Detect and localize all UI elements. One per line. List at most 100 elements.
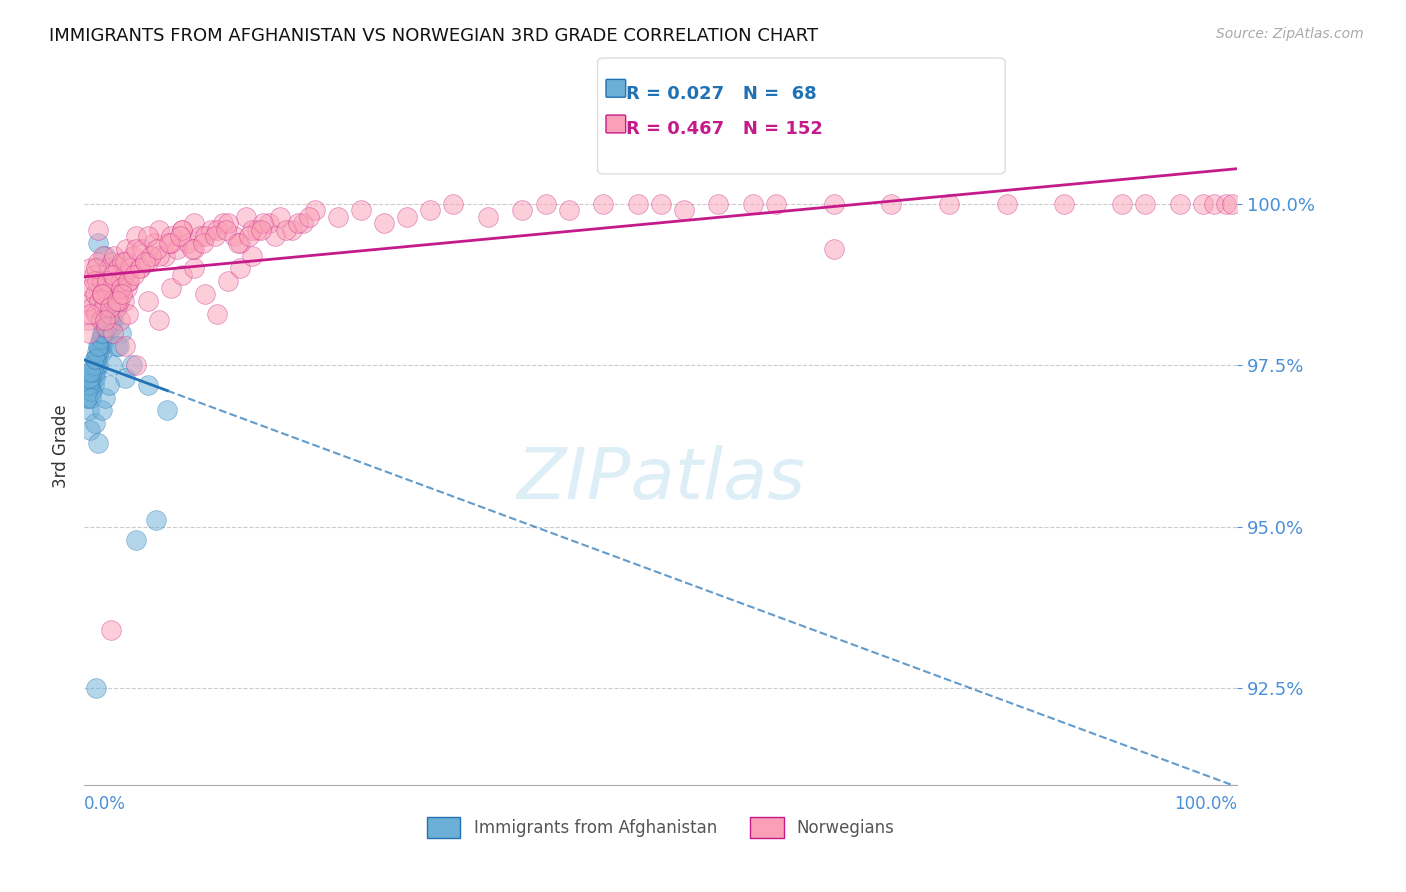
Point xyxy=(111,287,134,301)
Point xyxy=(87,223,110,237)
Point xyxy=(650,197,672,211)
Point xyxy=(77,403,100,417)
Point xyxy=(118,274,141,288)
Text: 0.0%: 0.0% xyxy=(84,795,127,813)
Point xyxy=(115,281,138,295)
Point xyxy=(120,261,142,276)
Point xyxy=(108,287,131,301)
Point xyxy=(83,351,105,366)
Point xyxy=(128,261,150,276)
Point xyxy=(938,197,960,211)
Point xyxy=(86,359,108,373)
Point xyxy=(169,229,191,244)
Point xyxy=(122,268,145,282)
Point xyxy=(218,216,240,230)
Point xyxy=(880,197,903,211)
Point xyxy=(91,326,114,340)
Point xyxy=(823,197,845,211)
Point xyxy=(125,229,148,244)
Point xyxy=(83,371,105,385)
Point xyxy=(90,287,112,301)
Point xyxy=(100,293,122,308)
Point xyxy=(96,313,118,327)
Point xyxy=(1168,197,1191,211)
Point xyxy=(89,339,111,353)
Point xyxy=(1133,197,1156,211)
Point xyxy=(114,339,136,353)
Point xyxy=(117,274,139,288)
Point xyxy=(257,216,280,230)
Point xyxy=(89,293,111,308)
Point xyxy=(194,287,217,301)
Point xyxy=(86,345,108,359)
Point xyxy=(86,274,108,288)
Point xyxy=(128,261,150,276)
Text: IMMIGRANTS FROM AFGHANISTAN VS NORWEGIAN 3RD GRADE CORRELATION CHART: IMMIGRANTS FROM AFGHANISTAN VS NORWEGIAN… xyxy=(49,27,818,45)
Point xyxy=(823,242,845,256)
Point xyxy=(183,242,205,256)
Point xyxy=(108,293,131,308)
Point xyxy=(117,307,139,321)
Point xyxy=(419,203,441,218)
Point xyxy=(157,235,180,250)
Point xyxy=(441,197,464,211)
Point xyxy=(96,319,118,334)
Point xyxy=(1053,197,1076,211)
Point xyxy=(103,326,124,340)
Point xyxy=(281,223,304,237)
Text: 100.0%: 100.0% xyxy=(1174,795,1237,813)
Point xyxy=(96,287,118,301)
Point xyxy=(94,313,117,327)
Point xyxy=(235,210,257,224)
Point xyxy=(396,210,419,224)
Point xyxy=(93,300,115,314)
Point xyxy=(77,371,100,385)
Point xyxy=(103,313,124,327)
Point xyxy=(1111,197,1133,211)
Point xyxy=(160,235,183,250)
Point xyxy=(326,210,349,224)
Point xyxy=(83,274,105,288)
Point xyxy=(229,261,252,276)
Point xyxy=(77,326,100,340)
Point xyxy=(84,681,107,695)
Point xyxy=(672,203,695,218)
Point xyxy=(136,229,159,244)
Point xyxy=(87,435,110,450)
Point xyxy=(80,384,103,398)
Point xyxy=(1191,197,1213,211)
Point xyxy=(142,235,165,250)
Point xyxy=(76,313,98,327)
Point xyxy=(76,391,98,405)
Point xyxy=(707,197,730,211)
Point xyxy=(995,197,1018,211)
Point xyxy=(98,300,121,314)
Point xyxy=(82,365,104,379)
Point xyxy=(205,307,228,321)
Point xyxy=(373,216,395,230)
Point xyxy=(93,326,115,340)
Point xyxy=(86,351,108,366)
Point xyxy=(83,287,105,301)
Point xyxy=(180,242,202,256)
Point xyxy=(269,210,291,224)
Point xyxy=(110,326,132,340)
Point xyxy=(76,293,98,308)
Point xyxy=(183,216,205,230)
Point xyxy=(97,307,120,321)
Point xyxy=(136,255,159,269)
Point xyxy=(304,203,326,218)
Point xyxy=(90,339,112,353)
Point xyxy=(108,313,131,327)
Point xyxy=(89,339,111,353)
Point xyxy=(211,216,233,230)
Point xyxy=(91,326,114,340)
Point xyxy=(105,339,128,353)
Point xyxy=(557,203,579,218)
Point xyxy=(477,210,499,224)
Point xyxy=(240,248,263,262)
Point xyxy=(83,359,105,373)
Point xyxy=(125,359,148,373)
Point xyxy=(224,229,246,244)
Point xyxy=(79,377,101,392)
